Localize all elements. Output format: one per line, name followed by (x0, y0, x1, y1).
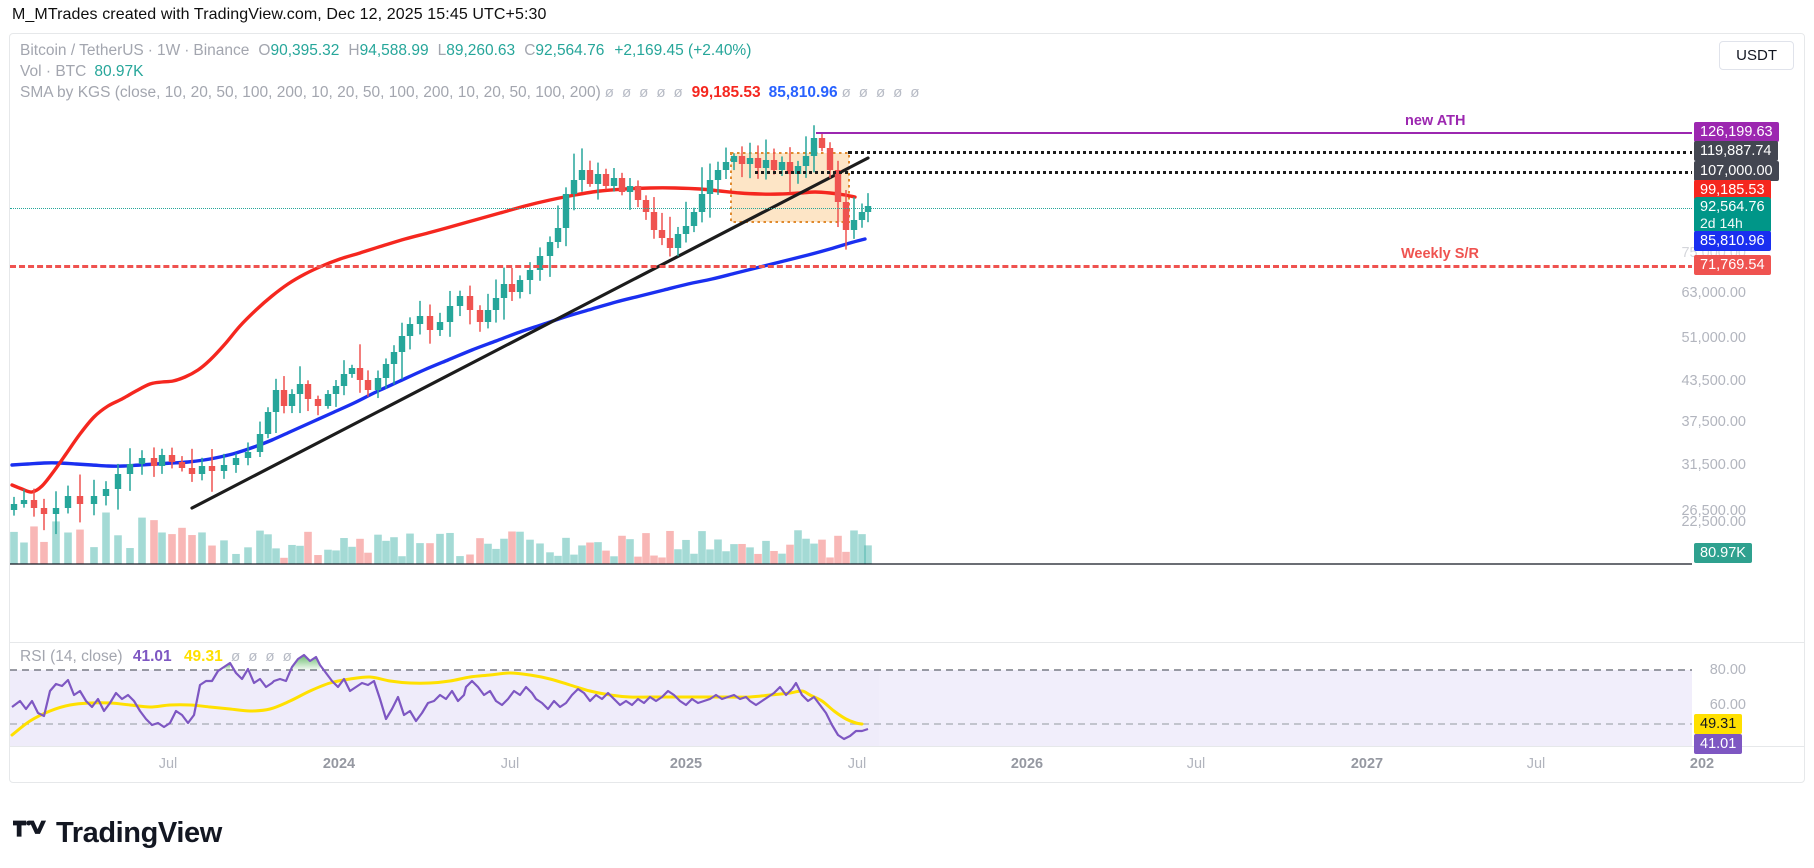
rsi-axis-tick-0: 80.00 (1709, 662, 1746, 678)
time-axis-tick-6: Jul (1186, 756, 1206, 772)
rsi-ma-line (10, 671, 864, 737)
rsi-value-badge[interactable]: 41.01 (1694, 734, 1743, 754)
rsi-ma-badge[interactable]: 49.31 (1694, 714, 1743, 734)
rsi-axis-tick-1: 60.00 (1709, 697, 1746, 713)
rsi-value: 41.01 (132, 648, 172, 665)
time-axis-tick-0: Jul (158, 756, 178, 772)
weekly-sr-line-label: Weekly S/R (1401, 246, 1479, 262)
time-axis[interactable]: Jul 2024 Jul 2025 Jul 2026 Jul 2027 Jul 202 (10, 746, 1804, 782)
sma-blue-line (10, 237, 867, 468)
rsi-ma-value: 49.31 (183, 648, 223, 665)
rsi-plot-area[interactable] (10, 643, 1694, 747)
rsi-nd-3: ø (282, 648, 292, 665)
time-axis-tick-1: 2024 (322, 756, 356, 772)
rsi-line (11, 653, 869, 741)
new-ath-line-label: new ATH (1405, 113, 1466, 129)
ath-price-badge[interactable]: 126,199.63 (1694, 122, 1779, 142)
price-axis-tick-4: 31,500.00 (1681, 457, 1746, 473)
time-axis-tick-2: Jul (500, 756, 520, 772)
price-chart-svg (10, 125, 1694, 565)
candlestick-series (10, 125, 872, 535)
currency-chip[interactable]: USDT (1719, 41, 1794, 70)
rsi-nd-1: ø (248, 648, 258, 665)
time-axis-tick-4: Jul (847, 756, 867, 772)
resistance-2-badge[interactable]: 107,000.00 (1694, 161, 1779, 181)
rsi-nd-0: ø (231, 648, 241, 665)
last-price-badge[interactable]: 92,564.76 2d 14h (1694, 197, 1771, 233)
tradingview-logo-icon (13, 820, 47, 847)
resistance-1-badge[interactable]: 119,887.74 (1694, 141, 1778, 161)
price-plot-area[interactable]: new ATH Weekly S/R (10, 34, 1694, 641)
last-price-badge-countdown: 2d 14h (1700, 215, 1743, 231)
rsi-nd-2: ø (265, 648, 275, 665)
volume-histogram (10, 512, 872, 564)
time-axis-tick-5: 2026 (1010, 756, 1044, 772)
new-ath-line[interactable] (816, 132, 1694, 134)
price-axis-tick-3: 37,500.00 (1681, 414, 1746, 430)
price-axis-tick-0: 63,000.00 (1681, 285, 1746, 301)
rsi-chart-svg (10, 653, 1694, 747)
price-axis-tick-6: 22,500.00 (1681, 514, 1746, 530)
sma-blue-badge[interactable]: 85,810.96 (1694, 231, 1771, 251)
last-close-line[interactable] (10, 208, 1694, 209)
sma-red-badge[interactable]: 99,185.53 (1694, 180, 1771, 200)
weekly-sr-badge[interactable]: 71,769.54 (1694, 255, 1771, 275)
time-axis-tick-7: 2027 (1350, 756, 1384, 772)
price-axis-tick-5: 26,500.00 (1681, 503, 1746, 519)
sma-red-line (10, 186, 857, 494)
weekly-sr-line[interactable] (10, 265, 1694, 268)
price-axis-tick-2: 43,500.00 (1681, 373, 1746, 389)
price-pane: Bitcoin / TetherUS · 1W · Binance O 90,39… (10, 34, 1804, 701)
time-axis-tick-9: 202 (1689, 756, 1715, 772)
chart-frame: Bitcoin / TetherUS · 1W · Binance O 90,39… (9, 33, 1805, 783)
price-axis[interactable]: 63,000.00 51,000.00 43,500.00 37,500.00 31,5… (1681, 34, 1804, 701)
trendline (190, 156, 870, 510)
time-axis-tick-3: 2025 (669, 756, 703, 772)
rsi-title: RSI (14, close) (20, 648, 123, 665)
time-axis-tick-8: Jul (1526, 756, 1546, 772)
volume-badge[interactable]: 80.97K (1694, 543, 1752, 563)
resistance-119k-line[interactable] (848, 151, 1694, 154)
tradingview-footer: TradingView (13, 817, 222, 850)
rsi-axis[interactable]: 80.00 60.00 49.31 41.01 (1692, 643, 1804, 754)
resistance-107k-line[interactable] (755, 171, 1694, 174)
attribution-text: M_MTrades created with TradingView.com, … (12, 6, 547, 23)
tradingview-wordmark: TradingView (56, 817, 222, 849)
price-axis-tick-1: 51,000.00 (1681, 330, 1746, 346)
rsi-band-fill-future (879, 670, 1694, 747)
